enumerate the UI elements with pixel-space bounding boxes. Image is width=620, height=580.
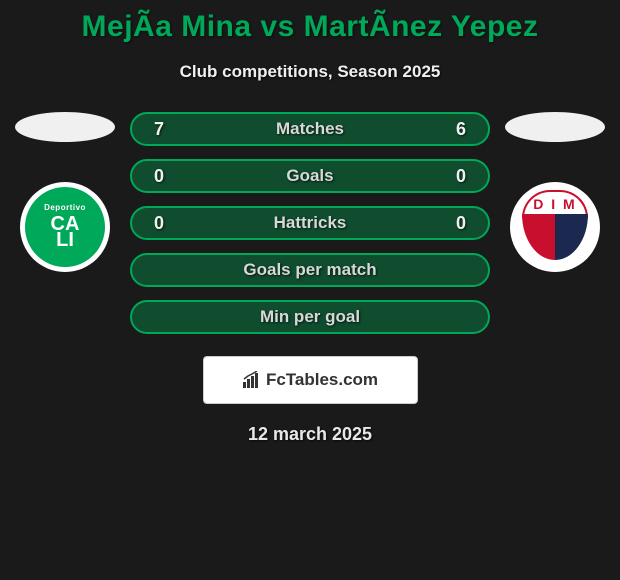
date-label: 12 march 2025 (0, 424, 620, 445)
stat-row: Min per goal (130, 300, 490, 334)
stat-right-value: 0 (426, 213, 466, 234)
badge-dim-blue-half (555, 214, 588, 260)
comparison-card: MejÃ­a Mina vs MartÃ­nez Yepez Club comp… (0, 0, 620, 445)
stat-label: Hattricks (274, 213, 347, 233)
badge-dim-icon: D I M (522, 190, 588, 264)
stat-left-value: 0 (154, 213, 194, 234)
content-row: Deportivo CA LI 7 Matches 6 0 Goals 0 0 … (0, 112, 620, 334)
stat-row: 7 Matches 6 (130, 112, 490, 146)
badge-dim-shield-body (522, 214, 588, 260)
stat-label: Matches (276, 119, 344, 139)
left-side: Deportivo CA LI (10, 112, 120, 272)
stat-right-value: 6 (426, 119, 466, 140)
stat-row: Goals per match (130, 253, 490, 287)
badge-cali-line1: Deportivo (44, 204, 86, 212)
stat-right-value: 0 (426, 166, 466, 187)
bar-chart-icon (242, 371, 260, 389)
right-side: D I M (500, 112, 610, 272)
stat-label: Goals per match (243, 260, 376, 280)
stat-label: Goals (286, 166, 333, 186)
stats-column: 7 Matches 6 0 Goals 0 0 Hattricks 0 Goal… (120, 112, 500, 334)
brand-watermark[interactable]: FcTables.com (203, 356, 418, 404)
stat-left-value: 7 (154, 119, 194, 140)
badge-cali-line3: LI (56, 230, 74, 250)
stat-row: 0 Goals 0 (130, 159, 490, 193)
stat-label: Min per goal (260, 307, 360, 327)
club-badge-left: Deportivo CA LI (20, 182, 110, 272)
page-title: MejÃ­a Mina vs MartÃ­nez Yepez (0, 10, 620, 44)
club-badge-right: D I M (510, 182, 600, 272)
page-subtitle: Club competitions, Season 2025 (0, 62, 620, 82)
badge-dim-red-half (522, 214, 555, 260)
player-left-avatar (15, 112, 115, 142)
stat-row: 0 Hattricks 0 (130, 206, 490, 240)
stat-left-value: 0 (154, 166, 194, 187)
badge-cali-icon: Deportivo CA LI (25, 187, 105, 267)
brand-label: FcTables.com (266, 370, 378, 390)
player-right-avatar (505, 112, 605, 142)
